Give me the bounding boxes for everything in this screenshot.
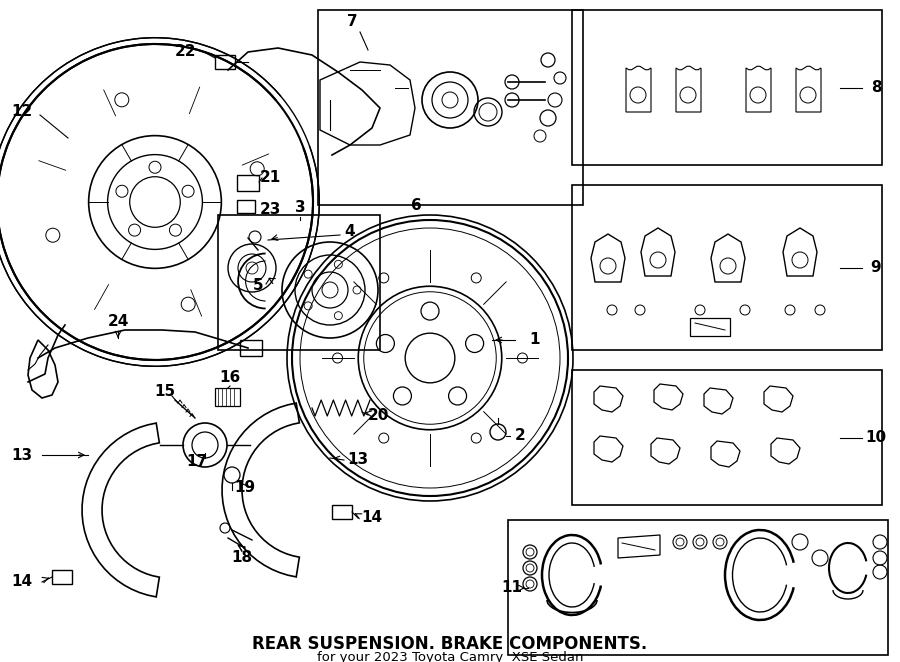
- Text: 3: 3: [294, 201, 305, 216]
- Bar: [215, 55, 235, 69]
- Bar: [52, 570, 72, 584]
- Text: 16: 16: [220, 371, 240, 385]
- Text: 9: 9: [870, 261, 881, 275]
- Text: 22: 22: [176, 44, 197, 60]
- Text: 18: 18: [231, 549, 253, 565]
- Text: 4: 4: [345, 224, 356, 240]
- Text: 8: 8: [870, 81, 881, 95]
- Text: 12: 12: [12, 105, 32, 120]
- Text: 10: 10: [866, 430, 886, 446]
- Text: 6: 6: [410, 197, 421, 213]
- Text: 24: 24: [107, 314, 129, 330]
- Bar: [572, 185, 882, 350]
- Bar: [215, 388, 240, 406]
- Text: 17: 17: [186, 455, 208, 469]
- Bar: [318, 10, 583, 205]
- Text: 7: 7: [346, 15, 357, 30]
- Bar: [237, 175, 259, 191]
- Text: 2: 2: [515, 428, 526, 444]
- Bar: [218, 215, 380, 350]
- Text: 13: 13: [347, 453, 369, 467]
- Text: 1: 1: [530, 332, 540, 348]
- Text: 20: 20: [367, 408, 389, 422]
- Bar: [508, 520, 888, 655]
- Text: for your 2023 Toyota Camry  XSE Sedan: for your 2023 Toyota Camry XSE Sedan: [317, 651, 583, 662]
- Bar: [572, 370, 882, 505]
- Text: REAR SUSPENSION. BRAKE COMPONENTS.: REAR SUSPENSION. BRAKE COMPONENTS.: [252, 635, 648, 653]
- Text: 23: 23: [259, 203, 281, 218]
- Bar: [237, 200, 255, 213]
- Text: 13: 13: [12, 448, 32, 463]
- Text: 5: 5: [253, 279, 264, 293]
- Bar: [572, 10, 882, 165]
- Bar: [240, 340, 262, 356]
- Text: 11: 11: [501, 581, 523, 596]
- Text: 19: 19: [234, 481, 256, 495]
- Text: 14: 14: [12, 575, 32, 589]
- Text: 14: 14: [362, 510, 382, 526]
- Bar: [332, 505, 352, 519]
- Text: 15: 15: [155, 385, 176, 399]
- Text: 21: 21: [259, 171, 281, 185]
